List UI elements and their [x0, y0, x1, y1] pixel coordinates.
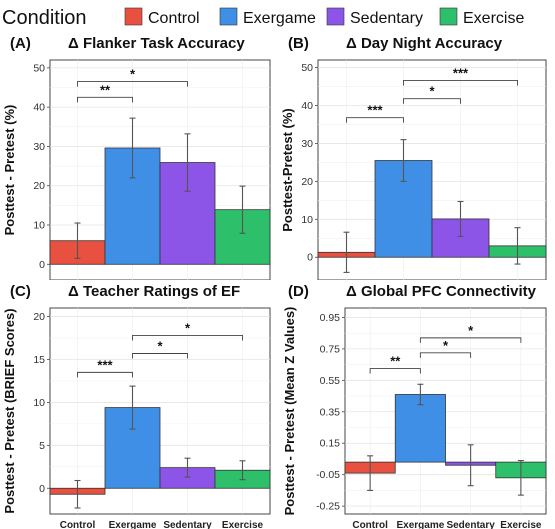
- legend: Condition Control Exergame Sedentary Exerci…: [2, 7, 524, 29]
- chart-panel-b: (B) Δ Day Night Accuracy 0 10 20 30 40 50 Postte…: [280, 35, 547, 280]
- y-tick-label: 0: [39, 259, 45, 271]
- significance-bracket: [403, 98, 461, 104]
- significance-label: *: [429, 84, 435, 99]
- y-tick-label: 15: [33, 354, 45, 366]
- x-tick-label: Sedentary: [163, 520, 212, 529]
- significance-label: ***: [453, 65, 469, 80]
- y-tick-label: 20: [301, 176, 313, 188]
- legend-label-exergame: Exergame: [243, 10, 316, 27]
- y-tick-label: 40: [33, 102, 45, 114]
- legend-label-sedentary: Sedentary: [350, 10, 423, 27]
- panel-title: Δ Flanker Task Accuracy: [68, 35, 245, 52]
- panel-title: Δ Day Night Accuracy: [346, 35, 503, 52]
- legend-label-control: Control: [148, 10, 200, 27]
- legend-title: Condition: [2, 7, 87, 29]
- x-tick-label: Control: [60, 520, 96, 529]
- y-axis-title: Posttest - Pretest (%): [2, 105, 17, 236]
- y-tick-label: 0.75: [320, 343, 341, 355]
- x-tick-label: Exergame: [396, 520, 444, 529]
- x-tick-label: Exercise: [500, 520, 542, 529]
- significance-label: *: [468, 323, 474, 338]
- significance-label: *: [185, 320, 191, 335]
- significance-label: **: [390, 354, 401, 369]
- significance-bracket: [77, 96, 133, 103]
- y-tick-label: 0: [39, 483, 45, 495]
- chart-panel-d: (D) Δ Global PFC Connectivity -0.25 -0.05 0.…: [282, 283, 547, 529]
- y-tick-label: 30: [301, 138, 313, 150]
- y-axis-title: Posttest - Pretest (BRIEF Scores): [2, 308, 17, 513]
- y-axis-title: Posttest - Pretest (Mean Z Values): [282, 307, 297, 516]
- panel-label: (A): [10, 35, 31, 52]
- legend-swatch-control: [124, 7, 143, 26]
- bar-exergame: [394, 394, 446, 463]
- panel-label: (C): [10, 283, 31, 300]
- y-tick-label: 20: [33, 311, 45, 323]
- y-tick-label: 50: [301, 62, 313, 74]
- y-tick-label: 0.35: [320, 406, 341, 418]
- y-tick-label: 0.95: [320, 312, 341, 324]
- significance-label: *: [130, 67, 136, 82]
- y-tick-label: 10: [33, 397, 45, 409]
- y-tick-label: 50: [33, 62, 45, 74]
- legend-swatch-exergame: [219, 7, 238, 26]
- x-tick-label: Sedentary: [446, 520, 495, 529]
- chart-panel-a: (A) Δ Flanker Task Accuracy 0 10 20 30 40 50 Pos…: [2, 35, 271, 280]
- x-tick-label: Exergame: [109, 520, 157, 529]
- significance-bracket: [346, 117, 404, 123]
- y-tick-label: -0.25: [316, 501, 340, 513]
- significance-bracket: [419, 337, 522, 343]
- panel-title: Δ Global PFC Connectivity: [346, 283, 537, 300]
- significance-bracket: [419, 352, 472, 358]
- y-tick-label: 30: [33, 141, 45, 153]
- legend-label-exercise: Exercise: [463, 10, 524, 27]
- legend-swatch-exercise: [439, 7, 458, 26]
- y-tick-label: 0.55: [320, 375, 341, 387]
- y-tick-label: 10: [301, 214, 313, 226]
- y-tick-label: 10: [33, 220, 45, 232]
- panel-label: (B): [288, 35, 309, 52]
- panel-title: Δ Teacher Ratings of EF: [68, 283, 240, 300]
- significance-label: ***: [97, 357, 113, 372]
- y-tick-label: 40: [301, 100, 313, 112]
- significance-bracket: [403, 80, 518, 86]
- significance-label: *: [443, 338, 449, 353]
- chart-panel-c: (C) Δ Teacher Ratings of EF 0 5 10 15 20 Postte…: [2, 283, 271, 529]
- y-axis-title: Posttest-Pretest (%): [280, 108, 295, 232]
- significance-bracket: [77, 371, 133, 378]
- panel-label: (D): [288, 283, 309, 300]
- y-tick-label: -0.05: [316, 469, 340, 481]
- y-tick-label: 0.15: [320, 438, 341, 450]
- significance-label: **: [100, 82, 111, 97]
- y-tick-label: 0: [307, 252, 313, 264]
- significance-bracket: [369, 368, 421, 374]
- y-tick-label: 5: [39, 440, 45, 452]
- significance-label: ***: [367, 103, 383, 118]
- significance-bracket: [77, 81, 188, 87]
- significance-bracket: [132, 335, 243, 341]
- x-tick-label: Control: [352, 520, 388, 529]
- significance-label: *: [157, 338, 163, 353]
- legend-items: Control Exergame Sedentary Exercise: [124, 7, 524, 27]
- significance-bracket: [132, 353, 188, 359]
- legend-swatch-sedentary: [326, 7, 345, 26]
- x-tick-label: Exercise: [222, 520, 264, 529]
- y-tick-label: 20: [33, 180, 45, 192]
